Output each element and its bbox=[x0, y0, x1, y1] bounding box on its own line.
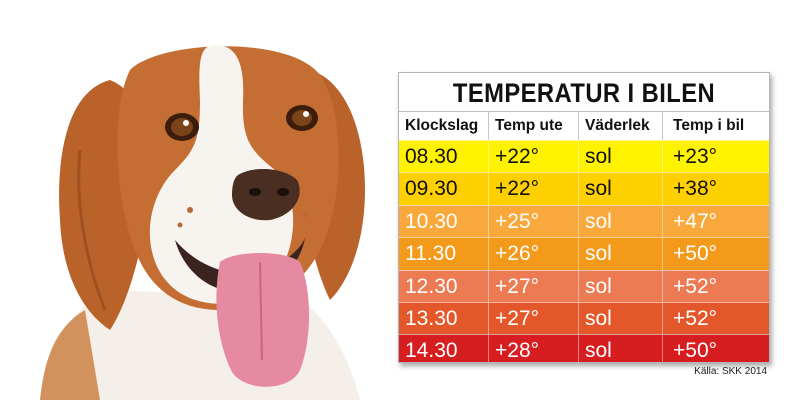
dog-tongue bbox=[216, 253, 309, 387]
car-temp-cell: +47° bbox=[673, 209, 718, 233]
weather-cell: sol bbox=[579, 141, 663, 173]
outside-temp-cell: +22° bbox=[489, 141, 579, 173]
outside-temp-cell: +28° bbox=[489, 335, 579, 362]
car-temp-cell: +52° bbox=[673, 306, 718, 330]
dog-blaze bbox=[149, 45, 294, 304]
outside-temp-cell: +25° bbox=[489, 205, 579, 238]
table-row: 10.30 +25° sol +47° bbox=[399, 204, 769, 238]
car-temp-cell: +52° bbox=[673, 274, 718, 298]
table-row: 12.30 +27° sol +52° bbox=[399, 269, 769, 302]
outside-temp-cell: +26° bbox=[489, 238, 579, 270]
weather-cell: sol bbox=[579, 205, 663, 238]
time-cell: 08.30 bbox=[399, 141, 489, 173]
table-row: 13.30 +27° sol +52° bbox=[399, 301, 769, 335]
time-cell: 10.30 bbox=[399, 205, 489, 238]
car-temp-cell: +38° bbox=[673, 177, 718, 201]
table-row: 08.30 +22° sol +23° bbox=[399, 140, 769, 173]
weather-cell: sol bbox=[579, 173, 663, 205]
car-temp-cell: +50° bbox=[673, 242, 718, 266]
outside-temp-cell: +22° bbox=[489, 173, 579, 205]
time-cell: 12.30 bbox=[399, 270, 489, 302]
table-title: TEMPERATUR I BILEN bbox=[452, 78, 716, 108]
table-header-row: Klockslag Temp ute Väderlek Temp i bil bbox=[399, 111, 769, 140]
header-temp-i-bil: Temp i bil bbox=[673, 117, 745, 134]
source-credit: Källa: SKK 2014 bbox=[694, 366, 767, 377]
weather-cell: sol bbox=[579, 302, 663, 335]
weather-cell: sol bbox=[579, 335, 663, 362]
weather-cell: sol bbox=[579, 270, 663, 302]
weather-cell: sol bbox=[579, 238, 663, 270]
dog-photo bbox=[40, 45, 365, 400]
table-row: 14.30 +28° sol +50° bbox=[399, 334, 769, 363]
outside-temp-cell: +27° bbox=[489, 270, 579, 302]
car-temp-cell: +23° bbox=[673, 145, 718, 168]
time-cell: 13.30 bbox=[399, 302, 489, 335]
outside-temp-cell: +27° bbox=[489, 302, 579, 335]
table-row: 11.30 +26° sol +50° bbox=[399, 237, 769, 270]
time-cell: 11.30 bbox=[399, 238, 489, 270]
car-temp-cell: +50° bbox=[673, 339, 718, 363]
dog-nose bbox=[232, 168, 300, 221]
table-row: 09.30 +22° sol +38° bbox=[399, 172, 769, 205]
temperature-table: TEMPERATUR I BILEN Klockslag Temp ute Vä… bbox=[398, 72, 770, 363]
header-vaderlek: Väderlek bbox=[579, 112, 663, 140]
time-cell: 09.30 bbox=[399, 173, 489, 205]
time-cell: 14.30 bbox=[399, 335, 489, 362]
header-temp-ute: Temp ute bbox=[489, 112, 579, 140]
table-body: 08.30 +22° sol +23° 09.30 +22° sol +38° 10.30 +25… bbox=[399, 140, 769, 363]
header-klockslag: Klockslag bbox=[399, 112, 489, 140]
